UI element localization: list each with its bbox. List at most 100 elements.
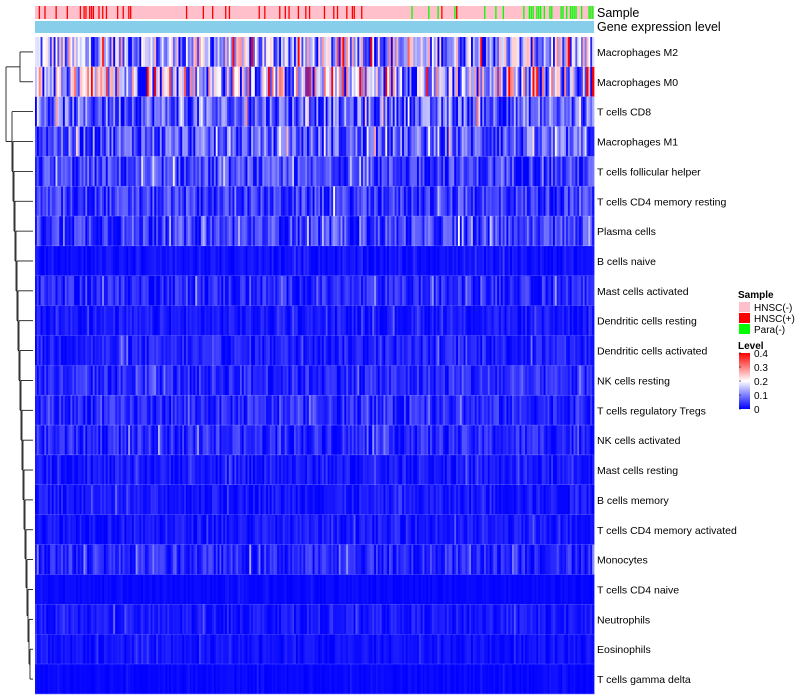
heatmap-cell	[428, 66, 431, 97]
heatmap-cell	[178, 186, 181, 217]
heatmap-cell	[471, 395, 474, 426]
heatmap-cell	[243, 126, 246, 157]
heatmap-cell	[433, 246, 437, 277]
heatmap-cell	[197, 246, 200, 277]
heatmap-cell	[584, 484, 587, 516]
heatmap-cell	[416, 305, 420, 336]
heatmap-cell	[456, 96, 459, 127]
heatmap-cell	[57, 156, 60, 187]
heatmap-cell	[351, 156, 355, 187]
heatmap-cell	[185, 425, 189, 456]
heatmap-cell	[139, 395, 142, 426]
heatmap-cell	[111, 126, 114, 157]
heatmap-cell	[392, 216, 396, 247]
heatmap-cell	[269, 216, 273, 247]
heatmap-cell	[102, 455, 105, 486]
heatmap-cell	[480, 66, 483, 97]
heatmap-cell	[452, 395, 455, 426]
heatmap-cell	[558, 156, 561, 187]
heatmap-cell	[543, 335, 546, 366]
heatmap-cell	[254, 37, 258, 68]
heatmap-cell	[59, 246, 62, 277]
heatmap-cell	[379, 186, 382, 217]
heatmap-cell	[271, 455, 274, 486]
heatmap-cell	[40, 484, 43, 516]
heatmap-cell	[402, 395, 405, 426]
heatmap-cell	[329, 156, 332, 187]
heatmap-cell	[294, 305, 297, 336]
heatmap-cell	[146, 186, 150, 217]
heatmap-cell	[556, 425, 559, 456]
heatmap-cell	[213, 216, 217, 247]
heatmap-cell	[308, 514, 312, 545]
heatmap-cell	[409, 484, 412, 516]
heatmap-cell	[159, 186, 163, 217]
heatmap-cell	[409, 425, 412, 456]
heatmap-cell	[174, 484, 178, 516]
heatmap-cell	[72, 484, 75, 516]
heatmap-cell	[245, 365, 248, 396]
heatmap-cell	[176, 246, 179, 277]
heatmap-cell	[407, 96, 410, 127]
heatmap-cell	[292, 186, 295, 217]
heatmap-cell	[394, 305, 397, 336]
heatmap-cell	[239, 37, 243, 68]
heatmap-cell	[301, 37, 304, 68]
heatmap-cell	[444, 216, 448, 247]
heatmap-cell	[269, 96, 273, 127]
heatmap-cell	[156, 514, 159, 545]
heatmap-cell	[51, 275, 55, 306]
heatmap-cell	[566, 275, 569, 306]
heatmap-cell	[79, 216, 82, 247]
heatmap-cell	[184, 455, 187, 486]
heatmap-cell	[539, 365, 543, 396]
heatmap-cell	[498, 275, 502, 306]
heatmap-cell	[163, 246, 166, 277]
heatmap-cell	[94, 425, 97, 456]
heatmap-cell	[497, 126, 500, 157]
heatmap-cell	[489, 484, 492, 516]
heatmap-cell	[152, 37, 155, 68]
heatmap-cell	[217, 96, 220, 127]
heatmap-cell	[586, 305, 589, 336]
heatmap-cell	[230, 37, 233, 68]
heatmap-cell	[370, 335, 373, 366]
heatmap-cell	[236, 37, 239, 68]
heatmap-cell	[560, 216, 563, 247]
heatmap-cell	[558, 126, 561, 157]
heatmap-cell	[128, 395, 131, 426]
heatmap-cell	[323, 186, 327, 217]
heatmap-cell	[241, 96, 245, 127]
heatmap-cell	[398, 66, 401, 97]
heatmap-cell	[452, 96, 455, 127]
heatmap-cell	[113, 216, 116, 247]
heatmap-cell	[81, 66, 84, 97]
heatmap-cell	[392, 335, 396, 366]
heatmap-cell	[130, 246, 133, 277]
heatmap-cell	[249, 66, 252, 97]
heatmap-cell	[70, 186, 73, 217]
heatmap-cell	[584, 275, 587, 306]
heatmap-cell	[301, 335, 304, 366]
heatmap-cell	[68, 275, 71, 306]
heatmap-cell	[463, 365, 466, 396]
heatmap-cell	[439, 126, 442, 157]
heatmap-cell	[139, 126, 142, 157]
heatmap-cell	[118, 216, 122, 247]
heatmap-cell	[303, 425, 306, 456]
heatmap-cell	[476, 246, 479, 277]
heatmap-cell	[163, 126, 166, 157]
heatmap-cell	[523, 96, 526, 127]
heatmap-cell	[370, 275, 373, 306]
heatmap-cell	[202, 186, 205, 217]
heatmap-cell	[387, 156, 390, 187]
heatmap-cell	[374, 246, 377, 277]
heatmap-cell	[187, 455, 191, 486]
heatmap-cell	[519, 305, 522, 336]
heatmap-cell	[526, 96, 530, 127]
heatmap-cell	[554, 395, 558, 426]
heatmap-cell	[171, 66, 174, 97]
heatmap-cell	[435, 246, 438, 277]
heatmap-cell	[590, 455, 593, 486]
heatmap-cell	[351, 275, 355, 306]
